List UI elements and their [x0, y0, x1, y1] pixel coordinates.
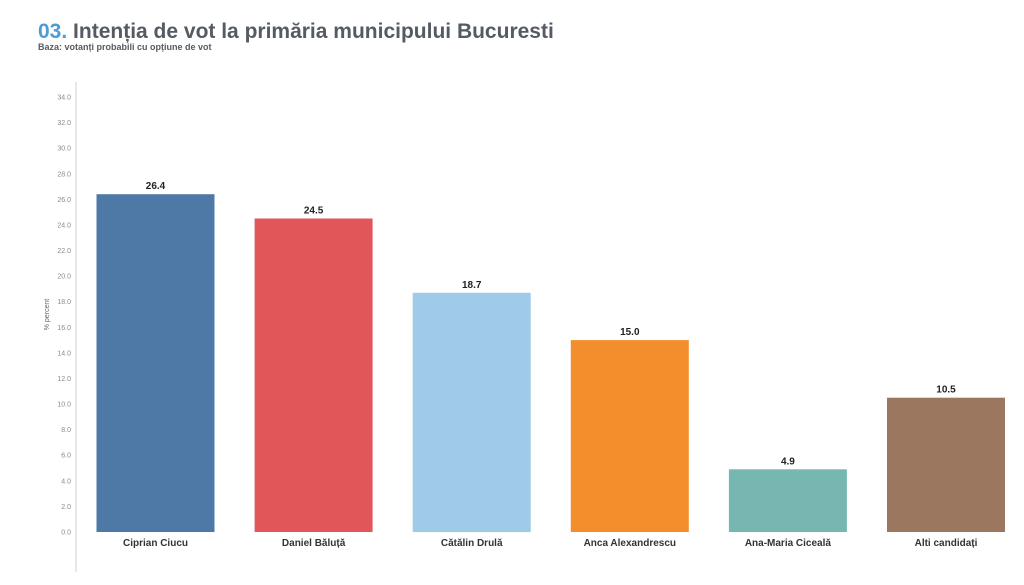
y-tick-label: 8.0 — [61, 427, 71, 434]
data-label: 15.0 — [620, 327, 640, 338]
data-label: 26.4 — [146, 181, 166, 192]
chart-title-text: Intenția de vot la primăria municipului … — [73, 20, 554, 43]
y-tick-label: 10.0 — [57, 402, 71, 409]
y-tick-label: 22.0 — [57, 248, 71, 255]
y-tick-label: 28.0 — [57, 171, 71, 178]
chart-title: 03. Intenția de vot la primăria municipu… — [38, 20, 554, 44]
chart-title-number: 03. — [38, 20, 68, 43]
bar — [96, 194, 215, 532]
x-axis: Ciprian Ciucu Daniel Băluță Cătălin Drulă A… — [123, 538, 978, 549]
bar — [254, 218, 373, 532]
x-category-label: Daniel Băluță — [282, 538, 346, 549]
y-tick-label: 6.0 — [61, 453, 71, 460]
y-tick-label: 4.0 — [61, 478, 71, 485]
y-tick-label: 14.0 — [57, 350, 71, 357]
y-axis: 0.0 2.0 4.0 6.0 8.0 10.0 12.0 14.0 16.0 18.0 20.0 2… — [44, 82, 77, 572]
bar — [412, 292, 531, 533]
chart-subtitle: Baza: votanți probabili cu opțiune de vo… — [38, 42, 212, 52]
chart-header: 03. Intenția de vot la primăria municipu… — [38, 20, 554, 52]
x-category-label: Ciprian Ciucu — [123, 538, 188, 549]
y-tick-label: 34.0 — [57, 95, 71, 102]
y-tick-label: 32.0 — [57, 120, 71, 127]
y-tick-label: 30.0 — [57, 146, 71, 153]
data-label: 10.5 — [936, 385, 956, 396]
bar — [887, 397, 1005, 532]
x-category-label: Cătălin Drulă — [441, 538, 503, 549]
data-label: 24.5 — [304, 206, 324, 217]
y-tick-label: 2.0 — [61, 504, 71, 511]
x-category-label: Anca Alexandrescu — [584, 538, 676, 549]
y-tick-label: 0.0 — [61, 530, 71, 537]
data-label: 18.7 — [462, 280, 482, 291]
bar — [728, 469, 847, 532]
y-tick-label: 24.0 — [57, 222, 71, 229]
y-tick-label: 12.0 — [57, 376, 71, 383]
y-tick-label: 20.0 — [57, 274, 71, 281]
bar — [570, 340, 689, 532]
y-tick-label: 18.0 — [57, 299, 71, 306]
y-axis-title: % percent — [44, 299, 51, 331]
bars: 26.4 24.5 18.7 15.0 4.9 10.5 — [96, 181, 1005, 533]
y-tick-label: 16.0 — [57, 325, 71, 332]
x-category-label: Ana-Maria Ciceală — [745, 538, 832, 549]
x-category-label: Alti candidați — [915, 538, 978, 549]
y-tick-label: 26.0 — [57, 197, 71, 204]
data-label: 4.9 — [781, 456, 795, 467]
